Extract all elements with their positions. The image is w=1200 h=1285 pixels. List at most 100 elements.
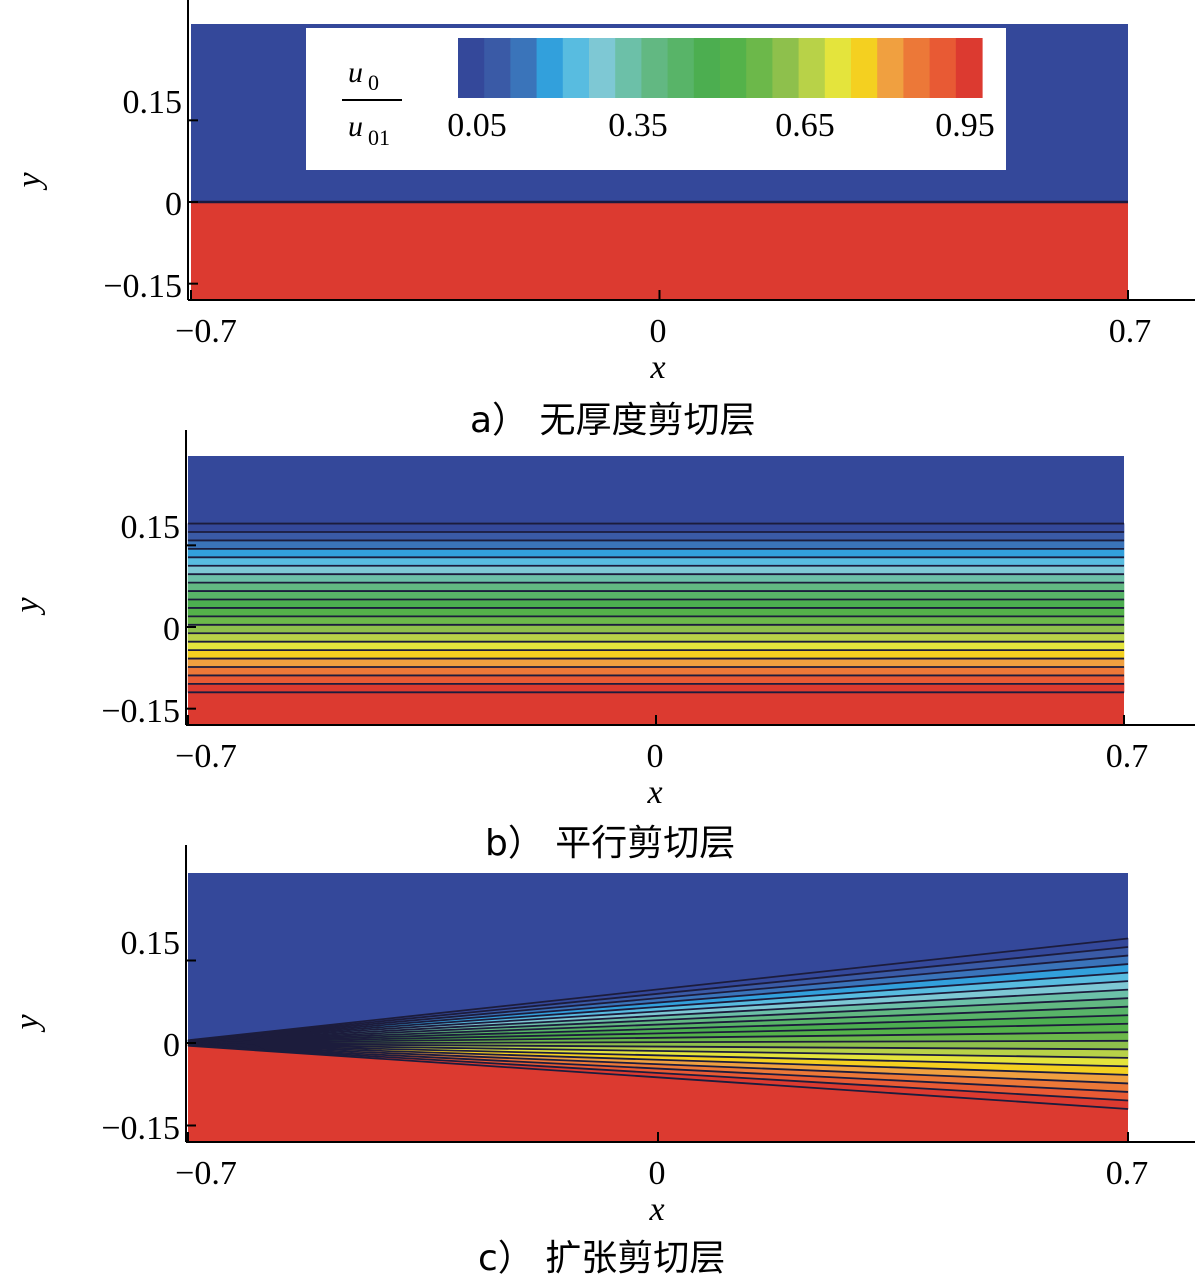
panel-b-plot [187, 456, 1125, 725]
colorbar-swatch [693, 38, 721, 98]
panel-c-y-tick-label: −0.15 [101, 1110, 180, 1147]
colorbar-tick-label: 0.65 [775, 107, 835, 144]
panel-a-x-axis-label: x [649, 349, 665, 386]
colorbar-swatch [772, 38, 800, 98]
colorbar-denominator-var: u [348, 110, 363, 143]
contour-line [187, 1022, 1129, 1044]
panel-b-x-tick-label: 0.7 [1106, 738, 1149, 775]
colorbar-numerator-var: u [348, 56, 363, 89]
panel-b-y-tick-label: −0.15 [101, 693, 180, 730]
panel-b-x-axis-label: x [646, 774, 662, 811]
contour-band [187, 573, 1125, 583]
contour-line [187, 1044, 1129, 1085]
contour-band [187, 582, 1125, 592]
contour-band [187, 666, 1125, 676]
panel-a-x-tick-label: −0.7 [175, 313, 237, 350]
contour-line [187, 1005, 1129, 1044]
panel-a-y-tick-label: −0.15 [103, 268, 182, 305]
colorbar-swatch [536, 38, 564, 98]
contour-band [187, 531, 1125, 541]
colorbar-swatch [641, 38, 669, 98]
colorbar-swatch [929, 38, 957, 98]
lower-stream-region [191, 202, 1128, 300]
colorbar-swatch [720, 38, 747, 98]
colorbar-numerator-sub: 0 [368, 70, 379, 95]
colorbar-swatch [851, 38, 878, 98]
contour-band [187, 616, 1125, 626]
colorbar-swatch [458, 38, 485, 98]
contour-band [187, 590, 1125, 600]
panel-b-y-tick-label: 0 [163, 611, 180, 648]
contour-band [187, 683, 1125, 693]
panel-c-x-axis-label: x [648, 1191, 664, 1228]
contour-band [187, 607, 1125, 617]
colorbar-swatch [667, 38, 695, 98]
contour-line [187, 971, 1129, 1043]
colorbar-fraction-label: u 0 u 01 [342, 56, 402, 150]
panel-c-plot [187, 873, 1129, 1142]
colorbar-denominator-sub: 01 [368, 125, 390, 150]
panel-b-ticks [186, 544, 1125, 725]
panel-c-x-tick-label: 0.7 [1106, 1155, 1149, 1192]
panel-c-y-axis-label: y [9, 1014, 46, 1033]
panel-a-y-tick-label: 0 [165, 186, 182, 223]
contour-line [187, 1031, 1129, 1045]
colorbar-swatch [877, 38, 904, 98]
contour-band [187, 675, 1125, 685]
contour-band [187, 540, 1125, 550]
contour-band [187, 557, 1125, 567]
panel-a-x-tick-label: 0.7 [1109, 313, 1152, 350]
panel-b: 0.15 0 −0.15 −0.7 0 0.7 x y b） 平行剪切层 [9, 430, 1195, 864]
contour-line [187, 1014, 1129, 1044]
panel-b-caption: b） 平行剪切层 [485, 823, 735, 864]
colorbar-tick-label: 0.35 [608, 107, 668, 144]
contour-line [187, 937, 1129, 1042]
panel-c-y-tick-label: 0.15 [121, 925, 181, 962]
contour-band [187, 649, 1125, 659]
contour-line [187, 988, 1129, 1043]
panel-b-y-tick-label: 0.15 [121, 509, 181, 546]
contour-line [187, 1043, 1129, 1068]
panel-c-caption: c） 扩张剪切层 [478, 1238, 725, 1279]
contour-line [187, 1039, 1129, 1045]
panel-c-ticks [186, 959, 1129, 1142]
panel-c-x-tick-label: −0.7 [175, 1155, 237, 1192]
contour-band [187, 523, 1125, 533]
contour-line [187, 954, 1129, 1042]
contour-line [187, 946, 1129, 1042]
contour-band [187, 565, 1125, 575]
colorbar-swatches [458, 38, 983, 98]
colorbar-swatch [589, 38, 616, 98]
panel-a-y-tick-label: 0.15 [123, 84, 183, 121]
colorbar-tick-label: 0.95 [935, 107, 995, 144]
contour-line [187, 1044, 1129, 1102]
panel-a-y-axis-label: y [11, 172, 48, 191]
colorbar-swatch [615, 38, 642, 98]
panel-b-x-tick-label: −0.7 [175, 738, 237, 775]
contour-line [187, 1044, 1129, 1110]
contour-line [187, 1043, 1129, 1076]
panel-a-ticks [188, 119, 1129, 300]
contour-line [187, 997, 1129, 1044]
panel-a-x-tick-label: 0 [650, 313, 667, 350]
colorbar-swatch [562, 38, 590, 98]
contour-band [187, 641, 1125, 651]
contour-line [187, 1044, 1129, 1093]
colorbar-swatch [510, 38, 538, 98]
panel-a-caption: a） 无厚度剪切层 [470, 400, 756, 441]
panel-c: 0.15 0 −0.15 −0.7 0 0.7 x y c） 扩张剪切层 [9, 845, 1195, 1279]
colorbar-legend: u 0 u 01 0.05 0.35 0.65 0.95 [306, 28, 1006, 170]
contour-line [187, 980, 1129, 1043]
panel-b-x-tick-label: 0 [647, 738, 664, 775]
contour-band [187, 599, 1125, 609]
colorbar-swatch [798, 38, 826, 98]
colorbar-swatch [824, 38, 852, 98]
panel-c-y-tick-label: 0 [163, 1027, 180, 1064]
contour-line [187, 963, 1129, 1042]
contour-band [187, 632, 1125, 643]
colorbar-swatch [484, 38, 511, 98]
contour-band [187, 548, 1125, 558]
contour-line [187, 1043, 1129, 1059]
colorbar-tick-label: 0.05 [447, 107, 507, 144]
contour-line [187, 1042, 1129, 1051]
